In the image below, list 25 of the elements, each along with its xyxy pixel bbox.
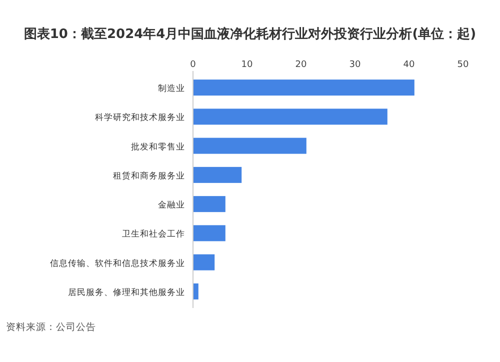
y-tick-label: 卫生和社会工作 <box>122 228 185 240</box>
x-tick-label: 30 <box>349 60 361 70</box>
y-tick-label: 居民服务、修理和其他服务业 <box>68 286 185 298</box>
bar <box>193 225 226 242</box>
x-tick-label: 0 <box>190 60 196 70</box>
x-tick-label: 10 <box>241 60 253 70</box>
y-tick-label: 信息传输、软件和信息技术服务业 <box>50 258 185 269</box>
bar <box>193 254 215 270</box>
y-tick-label: 制造业 <box>158 83 185 94</box>
chart-title: 图表10：截至2024年4月中国血液净化耗材行业对外投资行业分析(单位：起) <box>24 26 476 42</box>
y-tick-label: 批发和零售业 <box>131 141 185 152</box>
bar <box>193 283 198 300</box>
y-tick-label: 租赁和商务服务业 <box>113 170 185 182</box>
bar <box>193 108 388 125</box>
bar <box>193 196 226 212</box>
plot: 0 10 20 30 40 50 制造业 科学研究和技术服务业 批发和零售业 租赁和商务服务业 金融业 卫生和社会工作 信息传输、软件和信息技术服务业 居民服务、修理和其他服务业 <box>50 60 469 308</box>
bar <box>193 138 306 154</box>
x-tick-label: 50 <box>457 60 469 70</box>
bar <box>193 166 242 183</box>
y-tick-label: 科学研究和技术服务业 <box>95 112 185 124</box>
text: 资料来源：公司公告 <box>6 321 96 333</box>
x-tick-label: 20 <box>295 60 307 70</box>
y-tick-label: 金融业 <box>158 200 185 211</box>
x-tick-label: 40 <box>403 60 415 70</box>
bar <box>193 80 414 96</box>
